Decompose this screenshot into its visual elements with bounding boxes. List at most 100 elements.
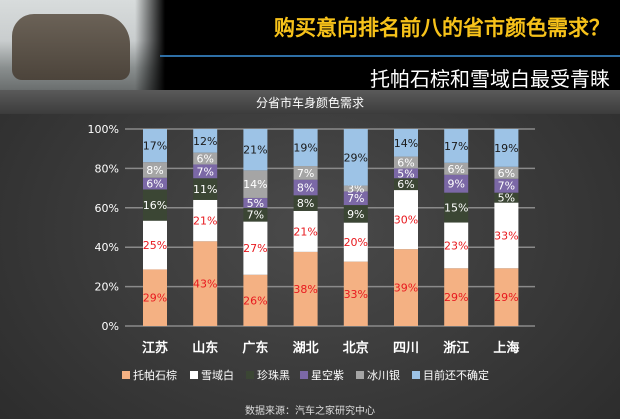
- data-label: 21%: [243, 144, 267, 157]
- y-tick-label: 0%: [102, 320, 119, 333]
- bar-segment: [293, 129, 318, 167]
- legend-swatch: [412, 371, 420, 379]
- data-label: 29%: [344, 151, 368, 164]
- bar-segment: [143, 269, 167, 326]
- bar-segment: [494, 192, 519, 203]
- bar-segment: [394, 178, 418, 191]
- legend-label: 雪域白: [201, 368, 234, 382]
- data-label: 19%: [293, 142, 317, 155]
- data-label: 5%: [247, 197, 264, 210]
- bar-segment: [143, 162, 167, 178]
- bar-segment: [143, 129, 167, 163]
- bar-segment: [494, 178, 519, 193]
- x-tick-label: 广东: [242, 340, 268, 356]
- bar-segment: [494, 129, 519, 167]
- divider: [160, 55, 620, 57]
- bar-segment: [143, 220, 167, 270]
- bar-segment: [243, 207, 268, 222]
- data-label: 15%: [444, 202, 468, 215]
- x-tick-label: 四川: [393, 341, 419, 356]
- data-label: 7%: [297, 167, 314, 180]
- data-label: 29%: [494, 291, 518, 304]
- bar-segment: [193, 152, 218, 165]
- data-label: 17%: [444, 140, 468, 153]
- bar-segment: [494, 166, 519, 179]
- y-tick-label: 20%: [95, 281, 119, 294]
- bar-segment: [343, 185, 368, 192]
- data-label: 8%: [297, 197, 314, 210]
- bar-segment: [293, 210, 318, 252]
- bar-segment: [193, 241, 218, 326]
- x-tick-label: 北京: [343, 340, 369, 356]
- data-label: 9%: [447, 178, 464, 191]
- x-tick-label: 浙江: [443, 340, 469, 356]
- data-label: 12%: [193, 135, 217, 148]
- data-label: 20%: [344, 236, 368, 249]
- legend-swatch: [300, 371, 308, 379]
- x-tick-label: 湖北: [293, 341, 319, 356]
- data-label: 29%: [444, 291, 468, 304]
- data-label: 17%: [143, 140, 167, 153]
- data-label: 7%: [247, 209, 264, 222]
- data-label: 38%: [293, 283, 317, 296]
- bar-segment: [444, 174, 469, 193]
- bar-segment: [394, 168, 418, 179]
- bar-segment: [293, 251, 318, 326]
- data-label: 29%: [143, 292, 167, 305]
- bar-segment: [394, 156, 418, 169]
- data-label: 26%: [243, 294, 267, 307]
- chart-title-band: [0, 90, 620, 114]
- data-label: 43%: [193, 278, 217, 291]
- data-label: 6%: [196, 153, 213, 166]
- data-label: 14%: [243, 178, 267, 191]
- legend-swatch: [122, 371, 130, 379]
- data-label: 30%: [394, 214, 418, 227]
- bar-segment: [293, 166, 318, 180]
- chart-title: 分省市车身颜色需求: [255, 96, 364, 110]
- data-label: 5%: [498, 192, 515, 205]
- bar-segment: [444, 268, 469, 326]
- car-photo: [0, 0, 165, 90]
- y-tick-label: 100%: [88, 123, 119, 136]
- bar-segment: [444, 129, 469, 163]
- bar-segment: [343, 129, 368, 186]
- subheadline: 托帕石棕和雪域白最受青睐: [370, 67, 610, 91]
- bar-segment: [243, 129, 268, 171]
- data-label: 27%: [243, 242, 267, 255]
- bar-segment: [243, 221, 268, 275]
- data-label: 39%: [394, 282, 418, 295]
- bar-segment: [494, 202, 519, 269]
- data-label: 21%: [193, 215, 217, 228]
- data-label: 5%: [397, 167, 414, 180]
- data-label: 25%: [143, 239, 167, 252]
- bar-segment: [394, 249, 418, 326]
- data-label: 33%: [344, 288, 368, 301]
- bar-segment: [444, 162, 469, 175]
- bar-segment: [494, 268, 519, 326]
- y-tick-label: 60%: [95, 202, 119, 215]
- bar-segment: [193, 129, 218, 153]
- data-label: 6%: [498, 167, 515, 180]
- bar-segment: [293, 179, 318, 196]
- legend-swatch: [246, 371, 254, 379]
- bar-segment: [444, 222, 469, 269]
- x-tick-label: 上海: [493, 340, 519, 356]
- data-label: 3%: [347, 182, 364, 195]
- data-label: 8%: [297, 182, 314, 195]
- legend-label: 星空紫: [311, 368, 344, 382]
- data-label: 11%: [193, 183, 217, 196]
- data-label: 6%: [146, 178, 163, 191]
- bar-segment: [193, 164, 218, 179]
- bar-segment: [343, 222, 368, 262]
- legend-label: 目前还不确定: [423, 368, 489, 382]
- bar-segment: [243, 170, 268, 198]
- data-label: 14%: [394, 137, 418, 150]
- bar-segment: [293, 195, 318, 211]
- data-label: 33%: [494, 229, 518, 242]
- bar-segment: [143, 189, 167, 221]
- x-tick-label: 江苏: [142, 340, 168, 356]
- legend-label: 冰川银: [367, 368, 400, 382]
- legend-label: 珍珠黑: [257, 368, 290, 382]
